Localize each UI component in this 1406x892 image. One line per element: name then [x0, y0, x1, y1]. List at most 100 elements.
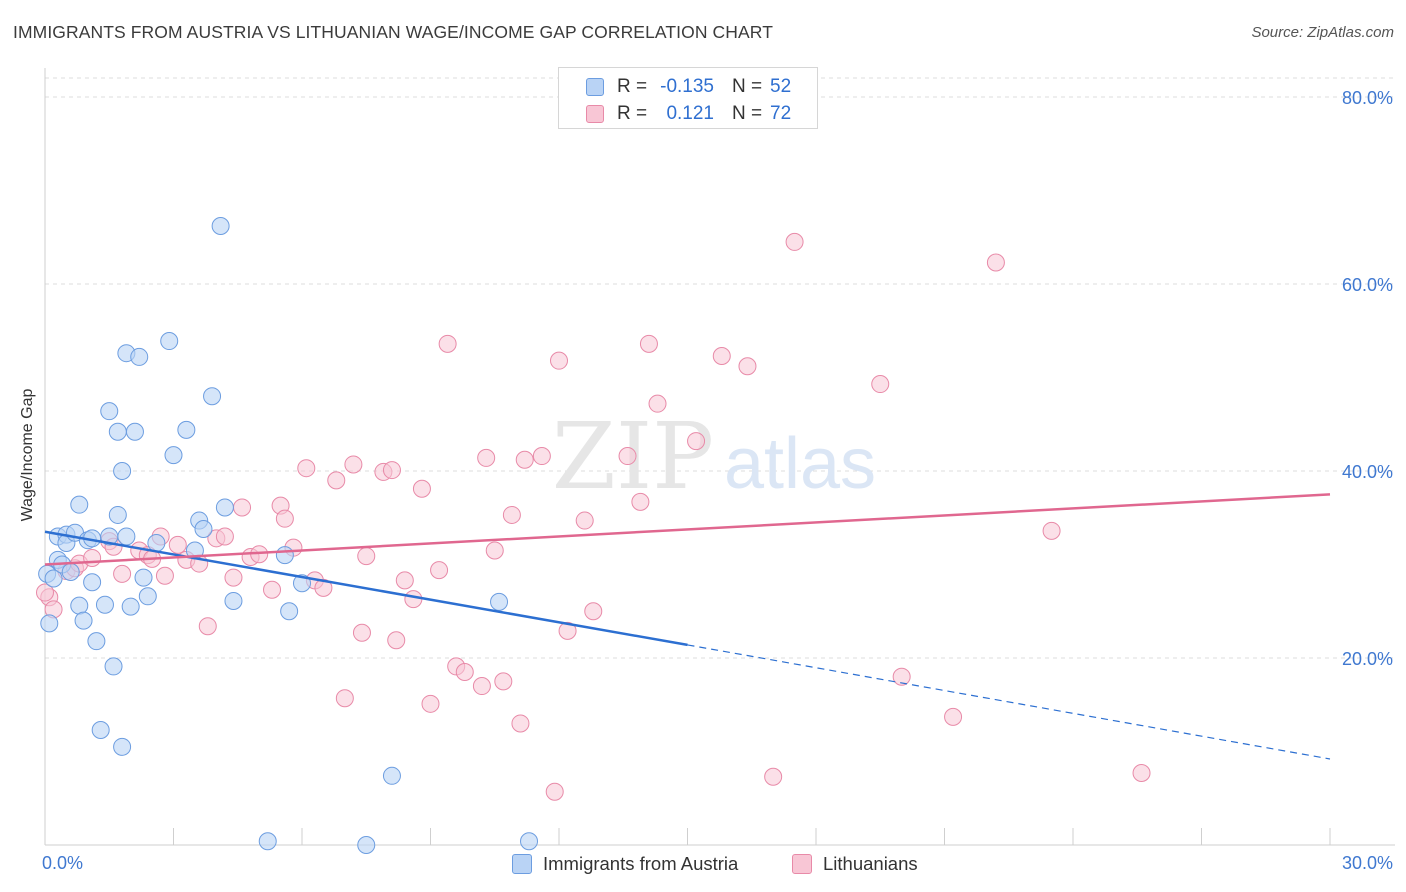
- data-point-lithuanians: [36, 583, 54, 602]
- data-point-lithuanians: [639, 334, 658, 353]
- data-point-lithuanians: [986, 253, 1005, 272]
- trend-line-austria: [44, 530, 688, 647]
- data-point-austria: [125, 422, 144, 441]
- data-point-lithuanians: [438, 334, 457, 353]
- data-point-lithuanians: [113, 564, 132, 583]
- data-point-lithuanians: [764, 767, 783, 786]
- legend-label-lithuanians: Lithuanians: [823, 853, 918, 874]
- series-lithuanians: [36, 232, 1151, 801]
- data-point-lithuanians: [430, 561, 449, 580]
- data-point-austria: [203, 387, 222, 406]
- series-legend: Immigrants from Austria Lithuanians: [0, 852, 1406, 878]
- legend-row-lithuanians: R = 0.121 N = 72: [559, 100, 817, 128]
- y-tick-label: 20.0%: [1342, 649, 1393, 669]
- data-point-lithuanians: [335, 689, 354, 708]
- data-point-lithuanians: [687, 432, 706, 451]
- data-point-austria: [44, 569, 63, 588]
- data-point-lithuanians: [224, 568, 243, 587]
- y-tick-label: 80.0%: [1342, 88, 1393, 108]
- data-point-austria: [74, 611, 93, 630]
- data-point-austria: [211, 217, 230, 236]
- legend-r-label: R =: [617, 76, 648, 97]
- y-axis-label: Wage/Income Gap: [19, 388, 36, 522]
- data-point-lithuanians: [263, 580, 282, 599]
- data-point-lithuanians: [532, 447, 551, 466]
- data-point-austria: [40, 614, 59, 633]
- data-point-lithuanians: [83, 548, 102, 567]
- data-point-austria: [113, 737, 132, 756]
- legend-swatch-lithuanians: [792, 854, 812, 874]
- data-point-austria: [490, 592, 509, 611]
- trend-lines: [44, 493, 1331, 760]
- data-point-lithuanians: [155, 566, 174, 585]
- data-point-lithuanians: [472, 677, 491, 696]
- legend-r-label: R =: [617, 103, 648, 124]
- data-point-austria: [83, 573, 102, 592]
- legend-n-value: 72: [770, 103, 792, 124]
- x-tick-label: 30.0%: [1342, 853, 1393, 873]
- x-tick-label: 0.0%: [42, 853, 83, 873]
- data-point-lithuanians: [387, 631, 406, 650]
- grid-lines: [45, 77, 1395, 659]
- legend-label-austria: Immigrants from Austria: [543, 853, 739, 874]
- data-point-lithuanians: [545, 782, 564, 801]
- data-point-lithuanians: [502, 505, 521, 524]
- data-point-austria: [194, 519, 213, 538]
- data-point-austria: [275, 546, 294, 565]
- data-point-lithuanians: [297, 459, 316, 478]
- y-tick-label: 40.0%: [1342, 462, 1393, 482]
- data-point-lithuanians: [275, 509, 294, 528]
- data-point-lithuanians: [871, 375, 890, 394]
- data-point-lithuanians: [314, 578, 333, 597]
- data-point-austria: [224, 591, 243, 610]
- data-point-austria: [121, 597, 140, 616]
- data-point-austria: [147, 533, 166, 552]
- data-point-lithuanians: [412, 479, 431, 498]
- data-point-lithuanians: [511, 714, 530, 733]
- legend-n-label: N =: [732, 103, 763, 124]
- data-point-lithuanians: [618, 447, 637, 466]
- data-point-lithuanians: [575, 511, 594, 530]
- trend-line-austria-extension: [687, 644, 1331, 760]
- data-point-austria: [134, 568, 153, 587]
- data-point-lithuanians: [712, 346, 731, 365]
- tick-labels: 20.0% 40.0% 60.0% 80.0% 0.0% 30.0%: [42, 88, 1393, 873]
- y-tick-label: 60.0%: [1342, 275, 1393, 295]
- data-point-lithuanians: [558, 621, 577, 640]
- data-point-lithuanians: [404, 590, 423, 609]
- data-point-austria: [117, 527, 136, 546]
- legend-row-austria: R = -0.135 N = 52: [559, 73, 817, 101]
- data-point-austria: [382, 766, 401, 785]
- data-point-austria: [61, 562, 80, 581]
- data-point-lithuanians: [515, 450, 534, 469]
- data-point-austria: [70, 495, 89, 514]
- data-point-austria: [100, 402, 119, 421]
- data-point-lithuanians: [485, 541, 504, 560]
- legend-n-value: 52: [770, 76, 792, 97]
- data-point-austria: [104, 657, 123, 676]
- data-point-lithuanians: [327, 471, 346, 490]
- data-point-austria: [95, 595, 114, 614]
- legend-n-label: N =: [732, 76, 763, 97]
- data-point-lithuanians: [1132, 764, 1151, 783]
- data-point-lithuanians: [233, 498, 252, 517]
- data-point-austria: [138, 587, 157, 606]
- data-point-lithuanians: [421, 694, 440, 713]
- watermark: ZIP atlas: [552, 403, 876, 510]
- legend-swatch-lithuanians: [586, 105, 604, 123]
- legend-swatch-austria: [512, 854, 532, 874]
- data-point-austria: [130, 347, 149, 366]
- data-point-lithuanians: [631, 492, 650, 511]
- source-note: Source: ZipAtlas.com: [1251, 24, 1394, 41]
- data-point-austria: [215, 498, 234, 517]
- data-point-austria: [520, 832, 539, 851]
- data-point-lithuanians: [738, 357, 757, 376]
- data-point-lithuanians: [198, 617, 217, 636]
- data-point-lithuanians: [584, 602, 603, 621]
- series-austria: [38, 217, 539, 854]
- axes: [44, 68, 1395, 846]
- legend-r-value: -0.135: [660, 76, 714, 97]
- data-point-lithuanians: [455, 663, 474, 682]
- data-point-austria: [164, 446, 183, 465]
- data-point-austria: [87, 632, 106, 651]
